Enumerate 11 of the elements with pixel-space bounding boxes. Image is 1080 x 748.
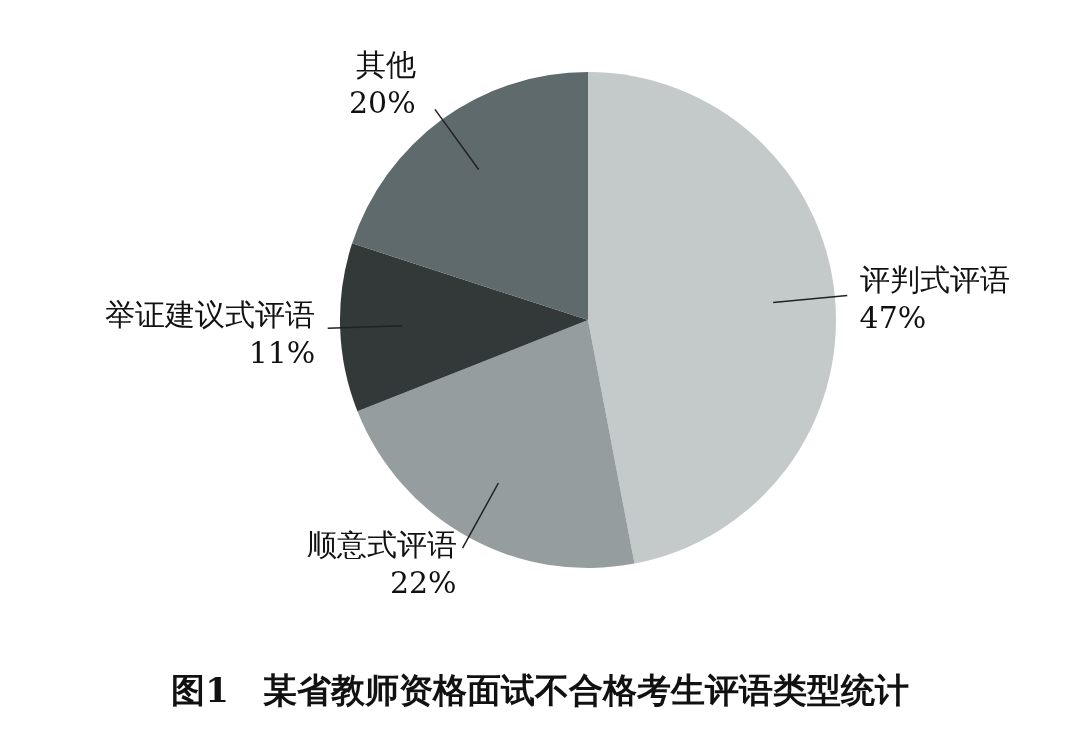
data-label: 47% [859, 300, 927, 336]
slice-label: 举证建议式评语 [105, 296, 316, 332]
data-label: 22% [389, 565, 457, 601]
slice-label: 评判式评语 [859, 262, 1010, 298]
slice-label: 顺意式评语 [306, 527, 457, 563]
pie-slice [340, 243, 588, 412]
data-label: 11% [248, 334, 316, 370]
slice-label: 其他 [355, 47, 416, 83]
text: 图1 某省教师资格面试不合格考生评语类型统计 [170, 669, 910, 712]
data-label: 20% [348, 85, 416, 121]
pie-slice [588, 72, 836, 564]
